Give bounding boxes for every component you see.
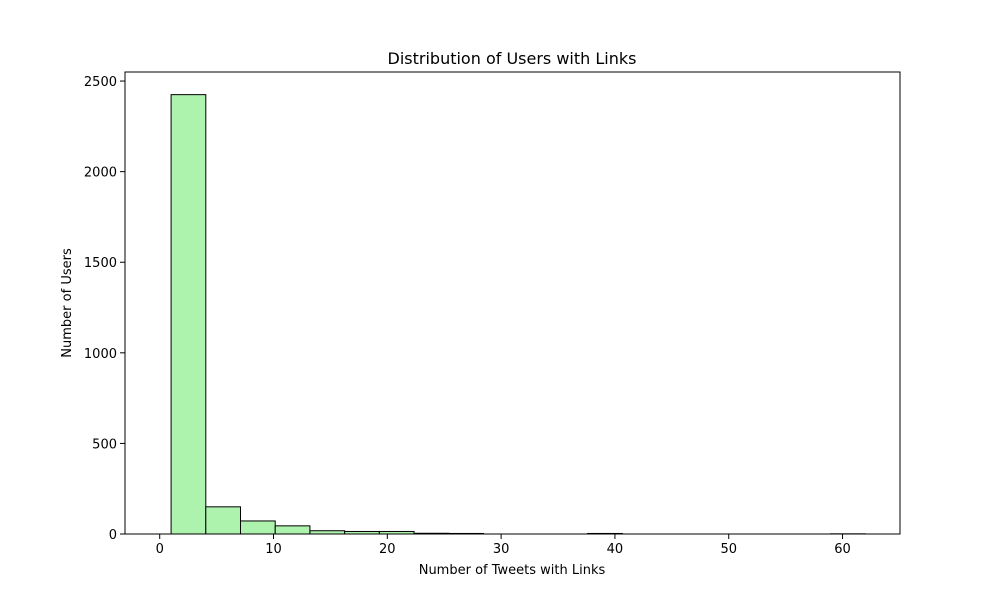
bars-group [170, 94, 866, 535]
histogram-bar [240, 520, 276, 535]
chart-title: Distribution of Users with Links [388, 49, 637, 68]
x-tick-label: 30 [493, 542, 510, 557]
x-axis-ticks: 0 10 20 30 40 50 60 [156, 534, 851, 557]
y-axis-label: Number of Users [60, 248, 75, 358]
x-tick-label: 0 [156, 542, 164, 557]
x-tick-label: 20 [379, 542, 396, 557]
histogram-bar [205, 506, 242, 535]
x-tick-label: 50 [720, 542, 737, 557]
histogram-bar [170, 94, 207, 535]
x-tick-label: 40 [607, 542, 624, 557]
x-tick-label: 60 [834, 542, 851, 557]
y-tick-label: 2000 [84, 166, 117, 181]
plot-frame [124, 71, 901, 535]
y-tick-label: 1000 [84, 347, 117, 362]
histogram-bar [274, 525, 311, 535]
y-tick-label: 2500 [84, 75, 117, 90]
x-tick-label: 10 [265, 542, 282, 557]
x-axis-label: Number of Tweets with Links [419, 563, 606, 578]
y-tick-label: 0 [109, 528, 117, 543]
y-axis-ticks: 0 500 1000 1500 2000 2500 [84, 75, 125, 543]
y-tick-label: 1500 [84, 256, 117, 271]
y-tick-label: 500 [92, 437, 117, 452]
